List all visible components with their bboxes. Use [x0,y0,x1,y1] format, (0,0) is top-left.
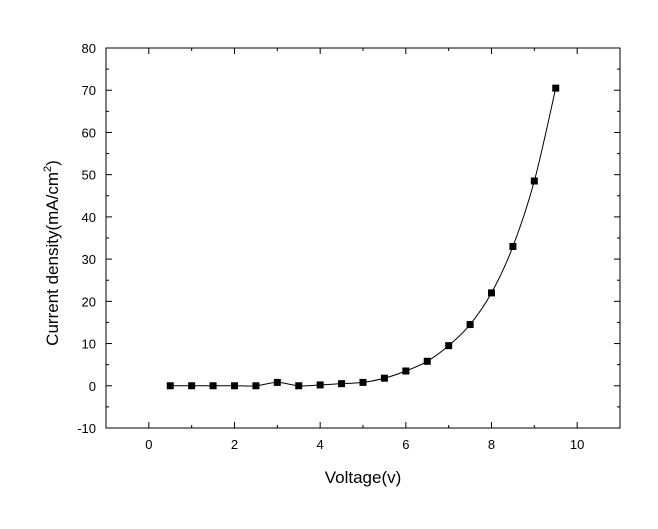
data-point [273,378,281,386]
y-axis: -10 0 10 20 30 40 50 60 70 80 [77,41,620,436]
y-tick-label: 0 [89,379,96,394]
y-tick-label: 70 [82,83,96,98]
data-point [359,378,367,386]
x-tick-label: 0 [145,437,152,452]
data-point [231,382,238,390]
data-point [402,367,410,375]
data-point [445,342,453,350]
x-axis: 0 2 4 6 8 10 [105,48,621,452]
data-point [380,374,388,382]
x-axis-title: Voltage(v) [325,468,402,487]
data-point [209,382,217,390]
plot-frame [105,47,621,429]
plot-border [105,47,621,429]
y-tick-label: 10 [82,337,96,352]
x-tick-label: 6 [402,437,409,452]
x-tick-label: 2 [231,437,238,452]
data-point [530,177,538,185]
y-tick-label: 40 [82,210,96,225]
data-point [188,382,196,390]
x-tick-label: 4 [317,437,324,452]
y-tick-label: -10 [77,421,96,436]
y-tick-label: 60 [82,125,96,140]
y-axis-title: Current density(mA/cm2) [42,160,62,346]
series-curve [170,87,557,387]
data-point [509,242,517,250]
y-axis-title-main: Current density(mA/cm [43,172,62,346]
data-point [166,382,174,390]
y-axis-title-close: ) [43,160,62,166]
x-tick-label: 10 [570,437,584,452]
data-point [488,289,495,297]
data-point [552,84,560,92]
data-markers [166,84,560,390]
y-axis-title-superscript: 2 [42,166,54,172]
data-point [252,382,260,390]
y-tick-label: 50 [82,168,96,183]
series-line [170,87,557,387]
y-tick-label: 80 [82,41,96,56]
y-tick-label: 30 [82,252,96,267]
data-point [423,357,431,365]
y-tick-label: 20 [82,294,96,309]
data-point [338,380,346,388]
data-point [466,321,474,329]
data-point [295,382,303,390]
x-tick-label: 8 [488,437,495,452]
data-point [316,381,324,389]
